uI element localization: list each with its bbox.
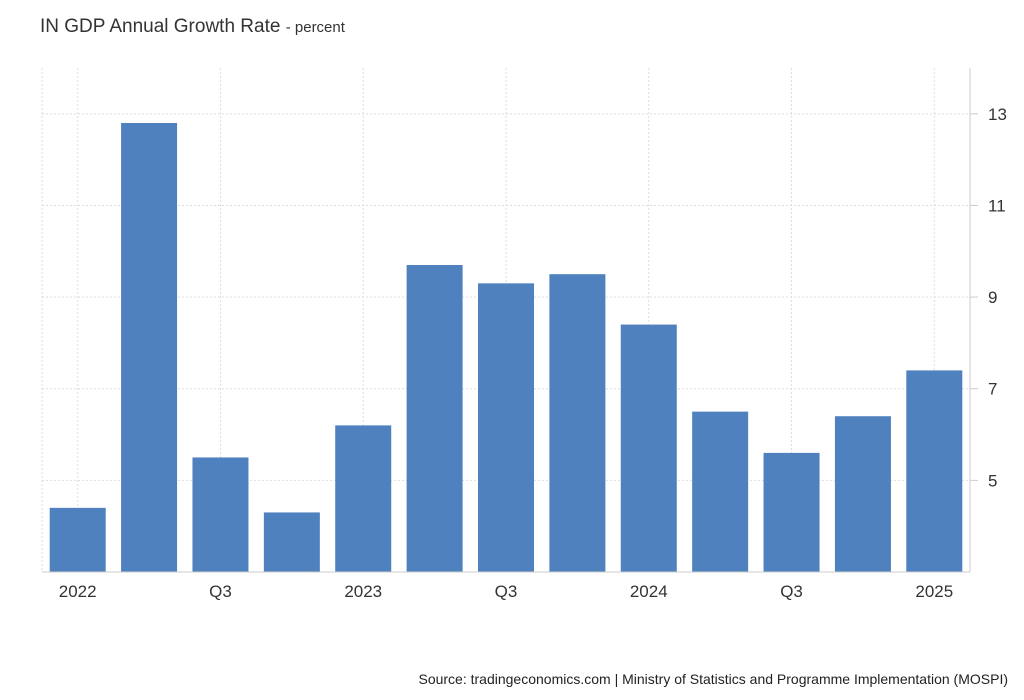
- title-text: IN GDP Annual Growth Rate: [40, 16, 281, 37]
- bar: [406, 265, 463, 572]
- x-tick-label: 2022: [59, 582, 97, 601]
- y-tick-label: 9: [988, 288, 997, 307]
- bar: [549, 274, 606, 572]
- y-tick-label: 11: [988, 196, 1006, 215]
- bar: [121, 122, 178, 573]
- bar: [192, 457, 249, 572]
- chart-title: IN GDP Annual Growth Rate - percent: [40, 16, 345, 38]
- x-tick-label: 2025: [915, 582, 953, 601]
- bar: [620, 324, 677, 572]
- bar: [834, 416, 891, 572]
- source-note: Source: tradingeconomics.com | Ministry …: [418, 671, 1008, 687]
- x-tick-label: Q3: [495, 582, 518, 601]
- bar: [49, 507, 106, 572]
- x-tick-label: 2023: [344, 582, 382, 601]
- title-unit: - percent: [285, 19, 345, 36]
- x-tick-label: 2024: [630, 582, 668, 601]
- bar: [478, 283, 534, 572]
- y-tick-label: 7: [988, 380, 997, 399]
- y-tick-label: 5: [988, 471, 997, 490]
- bar: [692, 411, 749, 572]
- bar: [263, 512, 320, 572]
- bar: [763, 452, 820, 572]
- y-tick-label: 13: [988, 105, 1007, 124]
- x-tick-label: Q3: [780, 582, 803, 601]
- bar: [906, 370, 963, 572]
- bar: [335, 425, 392, 572]
- x-tick-label: Q3: [209, 582, 232, 601]
